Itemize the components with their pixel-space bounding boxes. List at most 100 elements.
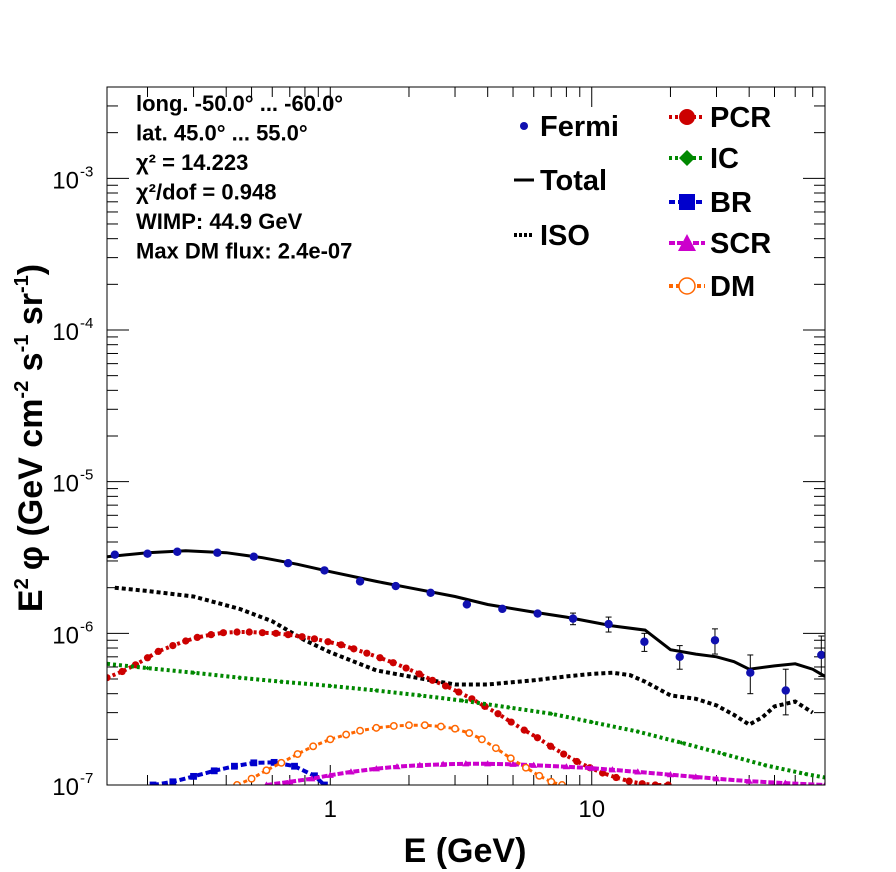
y-title-e: E (12, 589, 50, 612)
series-point-br (169, 778, 177, 785)
y-tick-exponent: -3 (80, 163, 93, 180)
info-line: lat. 45.0° ... 55.0° (136, 121, 308, 146)
y-title-s-sup: -1 (11, 335, 33, 353)
series-point-pcr (298, 633, 306, 641)
series-point-scr (782, 779, 789, 785)
y-title-sr: sr (12, 293, 50, 335)
series-point-dm (451, 724, 459, 733)
series-point-fermi (746, 668, 755, 677)
y-tick-label: 10 (52, 471, 79, 498)
series-point-pcr (651, 781, 659, 785)
series-point-ic (822, 775, 825, 780)
series-point-pcr (376, 654, 384, 662)
series-point-pcr (638, 780, 646, 785)
series-point-dm (436, 722, 445, 731)
series-point-fermi (143, 549, 152, 558)
series-point-fermi (498, 604, 507, 614)
series-point-pcr (598, 769, 607, 777)
series-point-dm (465, 729, 474, 738)
series-point-ic (549, 711, 554, 716)
series-point-fermi (173, 547, 182, 556)
info-line: long. -50.0° ... -60.0° (136, 91, 343, 116)
info-line: Max DM flux: 2.4e-07 (136, 239, 352, 264)
series-point-dm (420, 721, 429, 730)
series-point-pcr (389, 659, 397, 667)
series-point-scr (393, 763, 401, 770)
series-point-pcr (118, 667, 126, 676)
series-point-fermi (568, 614, 578, 623)
series-point-pcr (193, 633, 201, 642)
series-point-dm (506, 754, 515, 763)
series-point-scr (264, 781, 269, 785)
fit-info: long. -50.0° ... -60.0° lat. 45.0° ... 55… (136, 91, 352, 264)
series-point-fermi (391, 581, 400, 591)
series-point-fermi (675, 652, 684, 662)
y-title-e-sup: 2 (11, 578, 33, 589)
series-point-ic (328, 683, 333, 689)
series-point-dm (342, 730, 351, 739)
series-point-pcr (324, 638, 332, 646)
series-point-br (231, 762, 238, 770)
series-point-pcr (494, 710, 502, 718)
series-point-scr (634, 768, 642, 775)
y-tick-label: 10 (52, 774, 79, 801)
plot-area (107, 547, 825, 785)
series-point-pcr (612, 773, 620, 782)
series-point-pcr (441, 682, 450, 690)
series-point-pcr (363, 649, 371, 657)
series-point-scr (286, 778, 294, 785)
series-point-scr (712, 775, 721, 782)
series-point-fermi (817, 650, 825, 660)
series-point-pcr (625, 777, 633, 785)
series-point-fermi (426, 588, 435, 598)
series-point-scr (347, 768, 355, 775)
series-point-dm (247, 774, 256, 783)
series-point-pcr (284, 631, 292, 639)
series-point-fermi (640, 637, 649, 646)
series-point-scr (692, 773, 700, 780)
series-point-scr (372, 765, 380, 772)
series-line-ic (107, 661, 825, 780)
series-point-scr (530, 761, 538, 768)
series-point-pcr (258, 629, 266, 637)
series-point-fermi (320, 566, 329, 575)
series-point-pcr (154, 647, 162, 656)
series-point-ic (721, 751, 727, 757)
series-point-pcr (219, 629, 227, 637)
y-title-s: s (12, 352, 50, 380)
info-line: χ² = 14.223 (136, 150, 248, 175)
series-point-pcr (664, 781, 672, 785)
series-point-pcr (310, 635, 319, 643)
legend-symbol-ic (679, 150, 695, 166)
series-point-ic (635, 729, 640, 734)
y-title-sr-sup: -1 (11, 275, 33, 293)
series-point-scr (666, 771, 675, 778)
series-point-scr (416, 761, 424, 768)
series-point-br (190, 772, 197, 780)
series-point-pcr (573, 757, 581, 766)
series-point-pcr (182, 637, 190, 645)
y-title-phi: φ (GeV cm (12, 399, 50, 571)
y-tick-exponent: -6 (80, 618, 93, 635)
legend-label-scr: SCR (710, 228, 771, 260)
series-point-scr (462, 760, 470, 767)
series-line-pcr (107, 630, 669, 785)
series-point-ic (145, 665, 150, 671)
series-point-dm (491, 744, 500, 753)
series-point-br (149, 781, 157, 785)
series-point-dm (309, 742, 318, 751)
series-point-pcr (337, 641, 345, 649)
series-point-scr (439, 760, 447, 767)
y-tick-exponent: -5 (80, 467, 93, 484)
series-point-fermi (249, 552, 259, 561)
series-point-fermi (710, 636, 720, 645)
series-point-ic (279, 679, 284, 684)
series-point-scr (562, 763, 571, 770)
series-point-scr (326, 771, 334, 778)
series-point-pcr (546, 742, 555, 750)
y-tick-label: 10 (52, 167, 79, 194)
series-point-fermi (462, 600, 472, 609)
series-point-ic (762, 763, 768, 768)
